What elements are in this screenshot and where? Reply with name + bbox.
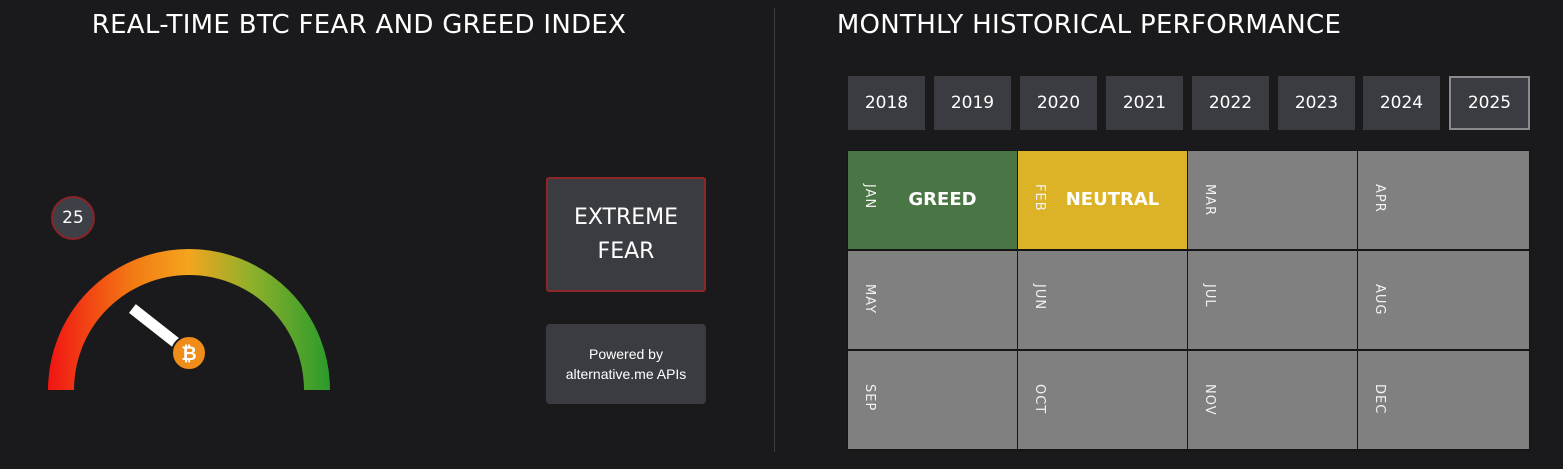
svg-text:₿: ₿ xyxy=(181,343,196,365)
month-sentiment: GREED xyxy=(908,189,977,210)
month-label: MAR xyxy=(1202,184,1217,217)
year-tab[interactable]: 2023 xyxy=(1278,76,1355,130)
year-tab[interactable]: 2022 xyxy=(1192,76,1269,130)
powered-by-text: Powered by alternative.me APIs xyxy=(565,346,687,382)
history-title: MONTHLY HISTORICAL PERFORMANCE xyxy=(836,10,1342,40)
fear-greed-gauge: ₿ xyxy=(48,249,330,391)
month-label: OCT xyxy=(1032,384,1047,415)
month-cell-apr[interactable]: APR xyxy=(1358,151,1529,249)
month-cell-feb[interactable]: FEB NEUTRAL xyxy=(1018,151,1187,249)
month-cell-jun[interactable]: JUN xyxy=(1018,251,1187,349)
classification-label: EXTREME FEAR xyxy=(573,204,679,264)
month-cell-jan[interactable]: JAN GREED xyxy=(848,151,1017,249)
month-label: APR xyxy=(1372,184,1387,213)
month-sentiment: NEUTRAL xyxy=(1065,189,1160,210)
year-tab-selected[interactable]: 2025 xyxy=(1449,76,1530,130)
month-cell-aug[interactable]: AUG xyxy=(1358,251,1529,349)
month-label: FEB xyxy=(1032,184,1047,212)
month-label: JUN xyxy=(1032,284,1047,311)
year-tab[interactable]: 2018 xyxy=(848,76,925,130)
month-label: SEP xyxy=(862,384,877,412)
month-cell-dec[interactable]: DEC xyxy=(1358,351,1529,449)
fear-greed-title: REAL-TIME BTC FEAR AND GREED INDEX xyxy=(91,10,627,40)
panel-divider xyxy=(774,8,775,452)
year-tab[interactable]: 2019 xyxy=(934,76,1011,130)
month-cell-oct[interactable]: OCT xyxy=(1018,351,1187,449)
history-panel: MONTHLY HISTORICAL PERFORMANCE 2018 2019… xyxy=(776,0,1563,469)
year-tab[interactable]: 2024 xyxy=(1363,76,1440,130)
bitcoin-icon: ₿ xyxy=(171,335,207,371)
month-label: DEC xyxy=(1372,384,1387,415)
classification-box: EXTREME FEAR xyxy=(546,177,706,292)
powered-by-box[interactable]: Powered by alternative.me APIs xyxy=(546,324,706,404)
month-label: JAN xyxy=(862,184,877,210)
month-grid: JAN GREED FEB NEUTRAL MAR APR MAY JUN JUL … xyxy=(847,150,1530,451)
year-tab[interactable]: 2020 xyxy=(1020,76,1097,130)
year-tab[interactable]: 2021 xyxy=(1106,76,1183,130)
index-value-badge: 25 xyxy=(51,196,95,240)
month-label: JUL xyxy=(1202,284,1217,308)
month-label: AUG xyxy=(1372,284,1387,316)
month-cell-sep[interactable]: SEP xyxy=(848,351,1017,449)
month-cell-nov[interactable]: NOV xyxy=(1188,351,1357,449)
month-cell-mar[interactable]: MAR xyxy=(1188,151,1357,249)
gauge-arc xyxy=(48,249,330,391)
month-label: NOV xyxy=(1202,384,1217,416)
month-cell-may[interactable]: MAY xyxy=(848,251,1017,349)
month-label: MAY xyxy=(862,284,877,315)
month-cell-jul[interactable]: JUL xyxy=(1188,251,1357,349)
fear-greed-panel: REAL-TIME BTC FEAR AND GREED INDEX ₿ 25 … xyxy=(0,0,775,469)
